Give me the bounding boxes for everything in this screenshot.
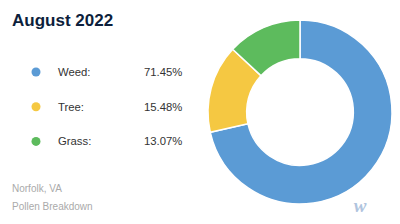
legend-label: Tree: [58, 101, 84, 113]
donut [208, 20, 392, 204]
legend: Weed: 71.45% Tree: 15.48% Grass: 13.07% [32, 66, 183, 147]
legend-value: 13.07% [144, 135, 182, 147]
legend-value: 15.48% [144, 101, 182, 113]
title: August 2022 [12, 11, 113, 30]
legend-value: 71.45% [144, 66, 182, 78]
footer: Norfolk, VA [12, 183, 62, 194]
slice [233, 20, 300, 76]
footer: Pollen Breakdown [12, 201, 93, 212]
legend-swatch [32, 68, 41, 77]
legend-label: Weed: [58, 66, 90, 78]
legend-label: Grass: [58, 135, 91, 147]
watermark: w [354, 195, 367, 216]
chart: August 2022 Weed: 71.45% Tree: 15.48% Grass: 1… [0, 0, 400, 224]
legend-swatch [32, 102, 41, 111]
legend-swatch [32, 137, 41, 146]
